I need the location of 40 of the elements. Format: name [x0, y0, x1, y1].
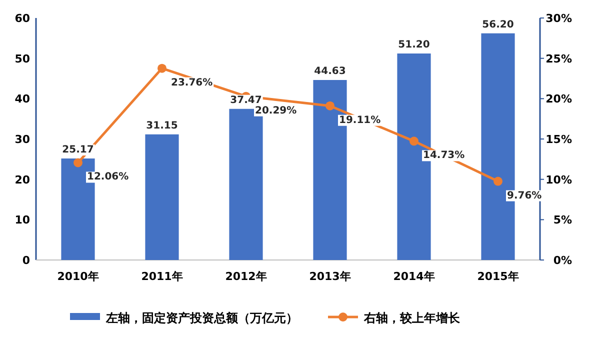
x-tick-label: 2011年 [141, 270, 183, 283]
y-tick-label: 0 [22, 254, 30, 267]
data-label: 20.29% [255, 105, 297, 116]
x-tick-label: 2012年 [225, 270, 267, 283]
data-label: 31.15 [146, 120, 178, 132]
y2-tick-label: 25% [546, 52, 572, 66]
y2-tick-label: 30% [546, 12, 572, 25]
data-label: 9.76% [507, 190, 542, 202]
legend-label: 右轴，较上年增长 [363, 311, 461, 325]
x-tick-label: 2010年 [57, 270, 99, 283]
data-label: 37.47 [230, 94, 262, 106]
y2-tick-label: 15% [546, 133, 572, 146]
point [158, 64, 166, 73]
data-label: 12.06% [87, 172, 129, 183]
y2-tick-label: 20% [546, 92, 572, 106]
point [494, 176, 502, 186]
y-tick-label: 20 [14, 173, 30, 186]
y2-tick-label: 5% [553, 214, 572, 227]
data-label: 14.73% [423, 150, 465, 162]
data-label: 44.63 [314, 66, 346, 77]
y-tick-label: 60 [14, 12, 30, 25]
x-tick-label: 2013年 [309, 270, 351, 283]
y-tick-label: 30 [14, 133, 30, 146]
data-label: 56.20 [482, 19, 514, 30]
point [410, 136, 418, 146]
bar [145, 134, 179, 260]
data-label: 19.11% [339, 114, 381, 126]
y2-tick-label: 0% [553, 254, 572, 267]
point [74, 158, 82, 168]
data-label: 23.76% [171, 77, 213, 88]
x-tick-label: 2015年 [477, 270, 519, 283]
legend-label: 左轴，固定资产投资总额（万亿元） [105, 311, 298, 325]
data-label: 51.20 [398, 39, 430, 50]
y-tick-label: 10 [14, 214, 30, 227]
point [326, 101, 334, 110]
y2-tick-label: 10% [546, 173, 572, 186]
x-tick-label: 2014年 [393, 270, 435, 283]
data-label: 25.17 [62, 144, 94, 156]
y-tick-label: 50 [14, 52, 30, 66]
y-tick-label: 40 [14, 92, 30, 106]
